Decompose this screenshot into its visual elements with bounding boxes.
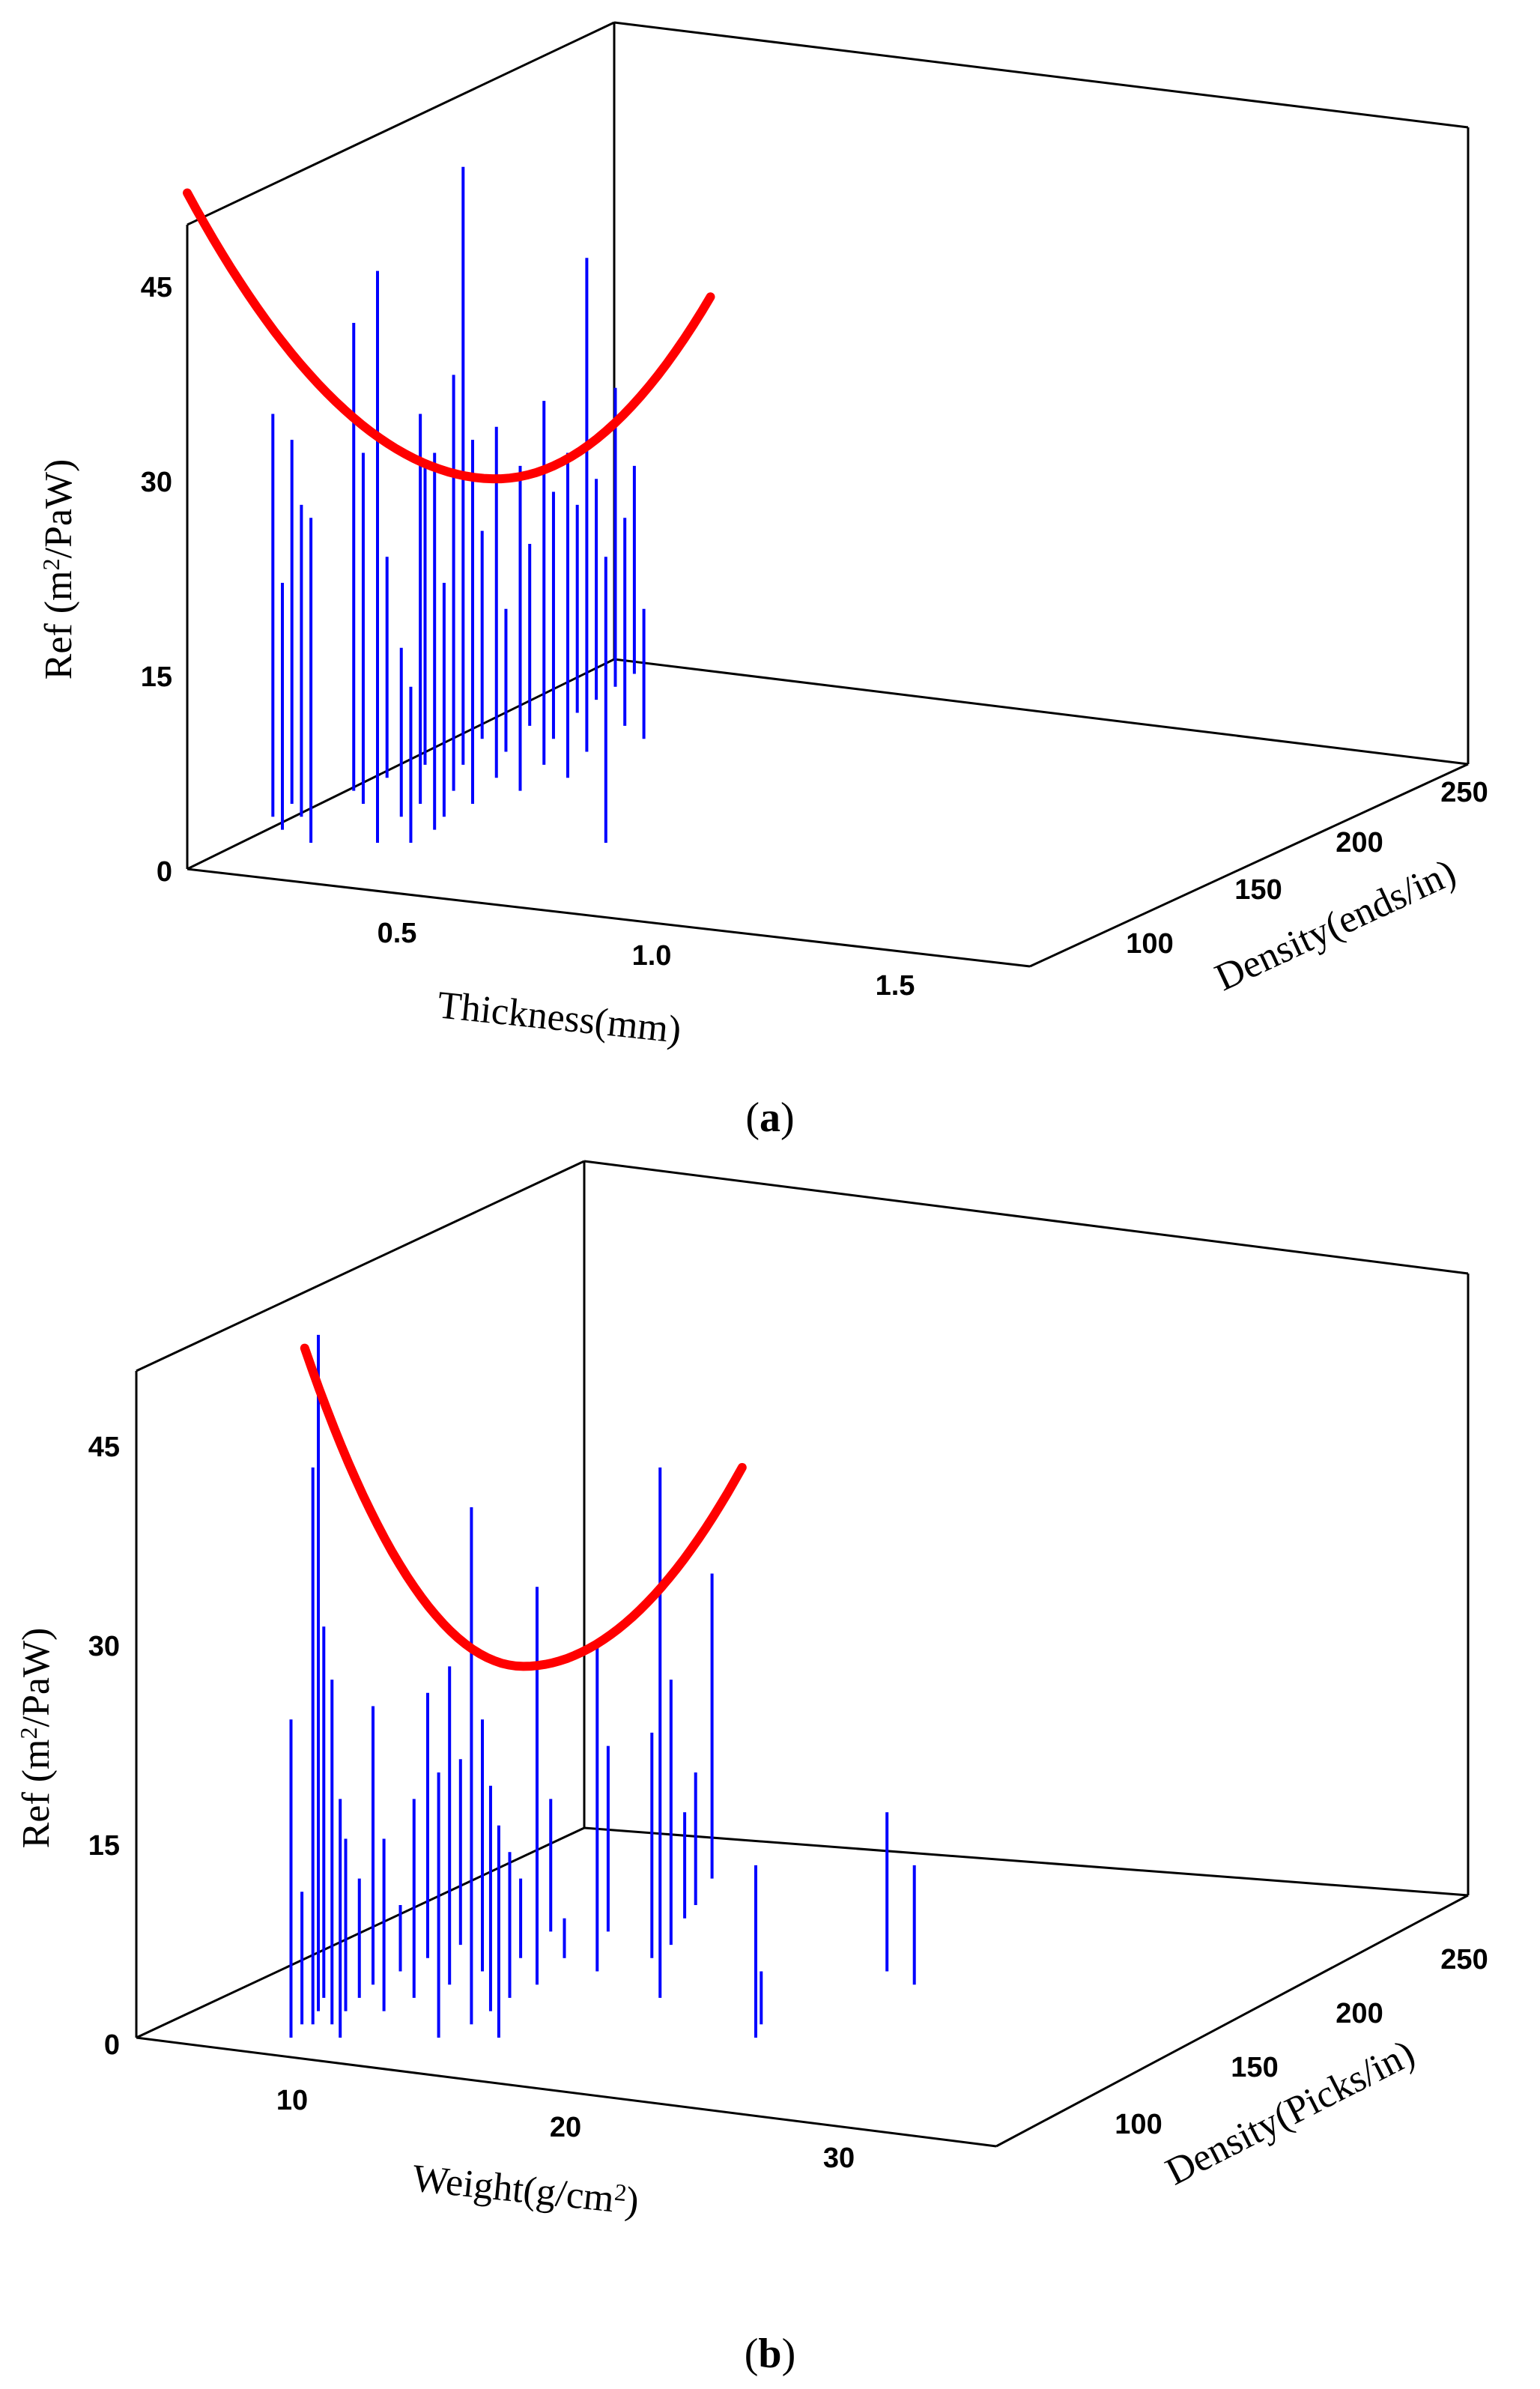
panel-a-caption: (a) (745, 1094, 794, 1141)
panel-a-y-ticks: 0 15 30 45 (141, 272, 172, 888)
panel-a-y-axis-label-sup: 2 (37, 559, 64, 571)
panel-b-x-axis-label-main: Weight(g/cm (410, 2157, 616, 2220)
panel-a-caption-letter: a (760, 1094, 780, 1141)
panel-a-y-tick: 0 (157, 856, 172, 888)
panel-a-y-axis-label-main: Ref (m (37, 571, 80, 680)
panel-b-y-tick: 0 (104, 2029, 120, 2061)
panel-a-z-tick: 250 (1440, 777, 1488, 808)
panel-b-y-ticks: 0 15 30 45 (88, 1432, 120, 2061)
panel-b-z-tick: 200 (1336, 1998, 1383, 2029)
panel-b-y-axis-label: Ref (m2/PaW) (15, 1628, 58, 1849)
panel-b-y-axis-label-main: Ref (m (15, 1739, 58, 1849)
panel-a-fit-curve (187, 193, 711, 479)
panel-a-x-axis-label: Thickness(mm) (435, 984, 683, 1052)
panel-b-x-tick: 10 (276, 2085, 308, 2116)
panel-a-x-tick: 1.0 (632, 940, 672, 972)
panel-b-y-tick: 15 (88, 1830, 120, 1862)
panel-a-stems (273, 167, 643, 843)
panel-b-stems (291, 1335, 915, 2038)
panel-a-box-frame (187, 22, 1468, 966)
panel-b-y-tick: 45 (88, 1432, 120, 1463)
panel-a-z-tick: 200 (1336, 827, 1383, 859)
panel-a-y-axis-label-end: /PaW) (37, 459, 80, 559)
panel-a-z-tick: 150 (1234, 874, 1282, 906)
panel-a-x-tick: 1.5 (876, 970, 915, 1002)
panel-b-x-tick: 30 (823, 2143, 855, 2174)
panel-b-box-frame (136, 1161, 1468, 2146)
panel-b-chart: 0 15 30 45 10 20 30 100 150 200 250 Weig… (15, 1161, 1488, 2377)
panel-b-y-tick: 30 (88, 1631, 120, 1662)
panel-a-y-tick: 45 (141, 272, 172, 303)
panel-b-caption: (b) (745, 2331, 795, 2377)
panel-a-z-tick: 100 (1126, 928, 1173, 960)
panel-b-x-ticks: 10 20 30 (276, 2085, 855, 2174)
panel-b-x-tick: 20 (550, 2112, 581, 2143)
figure-canvas: 0 15 30 45 0.5 1.0 1.5 100 150 200 250 T… (0, 0, 1540, 2389)
panel-a-y-tick: 30 (141, 467, 172, 498)
panel-a-chart: 0 15 30 45 0.5 1.0 1.5 100 150 200 250 T… (37, 22, 1488, 1141)
panel-a-y-axis-label: Ref (m2/PaW) (37, 459, 80, 680)
panel-b-fit-curve (305, 1348, 742, 1667)
panel-a-x-tick: 0.5 (378, 918, 417, 949)
panel-b-x-axis-label: Weight(g/cm2) (410, 2157, 641, 2223)
panel-b-z-tick: 100 (1115, 2109, 1162, 2140)
panel-b-z-axis-label: Density(Picks/in) (1159, 2032, 1421, 2193)
panel-a-z-axis-label: Density(ends/in) (1209, 851, 1462, 999)
panel-b-y-axis-label-end: /PaW) (15, 1628, 58, 1728)
panel-b-z-tick: 150 (1231, 2052, 1278, 2083)
panel-b-z-tick: 250 (1440, 1944, 1488, 1975)
panel-b-caption-letter: b (758, 2331, 781, 2377)
panel-b-y-axis-label-sup: 2 (15, 1728, 42, 1739)
panel-a-y-tick: 15 (141, 661, 172, 693)
